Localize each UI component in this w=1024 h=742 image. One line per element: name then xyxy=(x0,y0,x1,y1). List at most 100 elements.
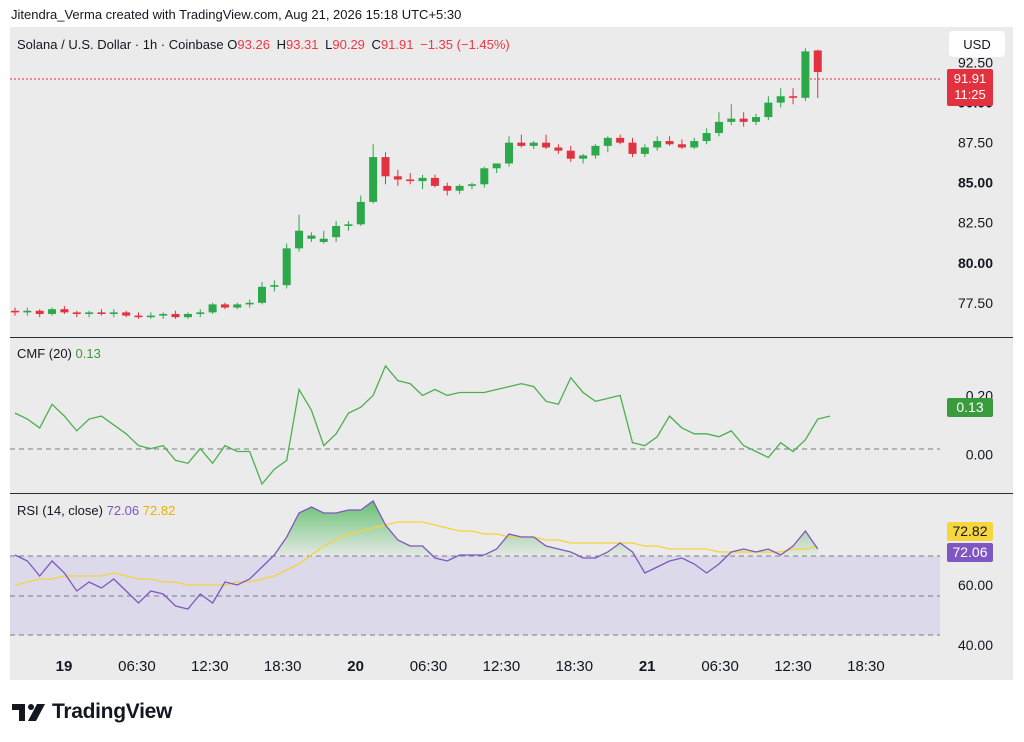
rsi-name: RSI (14, close) xyxy=(17,503,103,518)
candle-body xyxy=(677,144,686,148)
time-axis-tick: 12:30 xyxy=(191,658,229,675)
rsi-axis-tick: 40.00 xyxy=(958,637,993,653)
candle-body xyxy=(282,248,291,286)
main-legend[interactable]: Solana / U.S. Dollar · 1h · Coinbase O 93… xyxy=(17,37,510,52)
high-value: 93.31 xyxy=(285,37,319,52)
rsi-line xyxy=(14,500,819,610)
candle-body xyxy=(727,118,736,122)
candle-body xyxy=(369,157,378,202)
last-price-value: 91.91 xyxy=(953,71,987,86)
candle-body xyxy=(640,147,649,154)
candle-body xyxy=(220,304,229,308)
candle-body xyxy=(554,147,563,151)
candle-body xyxy=(455,185,464,191)
chart-caption: Jitendra_Verma created with TradingView.… xyxy=(11,7,462,22)
tradingview-logo[interactable]: TradingView xyxy=(12,700,172,724)
candle-body xyxy=(35,310,44,314)
candle-body xyxy=(60,309,69,313)
rsi-value-tag: 72.06 xyxy=(947,543,993,562)
candle-body xyxy=(406,179,415,182)
high-label: H xyxy=(276,37,286,52)
candle-body xyxy=(171,313,180,318)
candle-body xyxy=(146,315,155,318)
rsi-signal-line xyxy=(14,521,818,586)
time-axis-tick: 18:30 xyxy=(264,658,302,675)
candle-body xyxy=(159,313,168,316)
candle-body xyxy=(72,312,81,314)
candle-body xyxy=(295,230,304,249)
candle-body xyxy=(245,302,254,305)
price-axis-tick: 87.50 xyxy=(958,135,993,151)
candle-body xyxy=(665,141,674,145)
candle-body xyxy=(48,309,57,314)
candle-body xyxy=(233,304,242,308)
price-axis-tick: 80.00 xyxy=(958,255,993,271)
time-axis-tick: 18:30 xyxy=(847,658,885,675)
time-axis-tick: 06:30 xyxy=(118,658,156,675)
candle-body xyxy=(566,150,575,159)
candle-body xyxy=(23,310,32,313)
candle-body xyxy=(813,50,822,73)
candle-body xyxy=(591,145,600,156)
candle-body xyxy=(505,142,513,164)
cmf-value: 0.13 xyxy=(75,346,101,361)
time-axis-tick: 12:30 xyxy=(774,658,812,675)
candle-body xyxy=(764,102,773,118)
change-value: −1.35 (−1.45%) xyxy=(420,37,510,52)
rsi-layer xyxy=(14,500,819,610)
price-axis-tick: 82.50 xyxy=(958,215,993,231)
candle-body xyxy=(134,315,143,318)
candle-body xyxy=(480,168,489,185)
candle-body xyxy=(183,313,192,318)
candle-body xyxy=(307,235,316,239)
tradingview-logo-icon xyxy=(12,704,45,721)
candle-body xyxy=(443,185,452,191)
price-axis-tick: 92.50 xyxy=(958,55,993,71)
candle-body xyxy=(393,176,402,180)
price-axis-tick: 77.50 xyxy=(958,295,993,311)
candles-layer xyxy=(11,48,822,319)
candle-body xyxy=(270,285,279,287)
candle-body xyxy=(653,141,662,148)
candle-body xyxy=(801,51,810,98)
cmf-layer xyxy=(14,364,831,486)
rsi-value: 72.06 xyxy=(106,503,140,518)
candle-body xyxy=(579,155,588,159)
rsi-legend[interactable]: RSI (14, close) 72.06 72.82 xyxy=(17,503,175,518)
time-axis-tick: 18:30 xyxy=(556,658,594,675)
candle-body xyxy=(517,142,526,146)
open-label: O xyxy=(227,37,238,52)
candle-body xyxy=(776,96,785,103)
candle-body xyxy=(332,225,341,238)
candle-body xyxy=(122,312,131,316)
candle-body xyxy=(542,142,551,148)
symbol-label[interactable]: Solana / U.S. Dollar · 1h · Coinbase xyxy=(17,37,224,52)
rsi-signal-value: 72.82 xyxy=(142,503,176,518)
candle-body xyxy=(702,133,711,142)
currency-button[interactable]: USD xyxy=(949,31,1005,57)
candle-body xyxy=(430,177,439,186)
candle-body xyxy=(714,121,723,134)
candle-body xyxy=(196,312,205,314)
time-axis-tick: 12:30 xyxy=(483,658,521,675)
candle-body xyxy=(529,142,538,146)
cmf-legend[interactable]: CMF (20) 0.13 xyxy=(17,346,101,361)
time-axis-tick: 19 xyxy=(56,658,73,675)
price-axis-tick: 85.00 xyxy=(958,175,993,191)
candle-body xyxy=(690,141,699,148)
close-value: 91.91 xyxy=(380,37,414,52)
cmf-name: CMF (20) xyxy=(17,346,72,361)
last-price-tag: 91.91 11:25 xyxy=(947,69,993,106)
tradingview-wordmark: TradingView xyxy=(52,700,173,723)
cmf-axis-tick: 0.00 xyxy=(966,446,993,462)
candle-body xyxy=(319,238,328,242)
candle-body xyxy=(467,184,476,186)
candle-body xyxy=(628,142,637,154)
candle-body xyxy=(258,286,266,303)
time-axis-tick: 06:30 xyxy=(701,658,739,675)
candle-body xyxy=(356,201,365,225)
rsi-signal-tag: 72.82 xyxy=(947,522,993,541)
candle-body xyxy=(208,304,217,313)
candle-body xyxy=(11,310,19,313)
